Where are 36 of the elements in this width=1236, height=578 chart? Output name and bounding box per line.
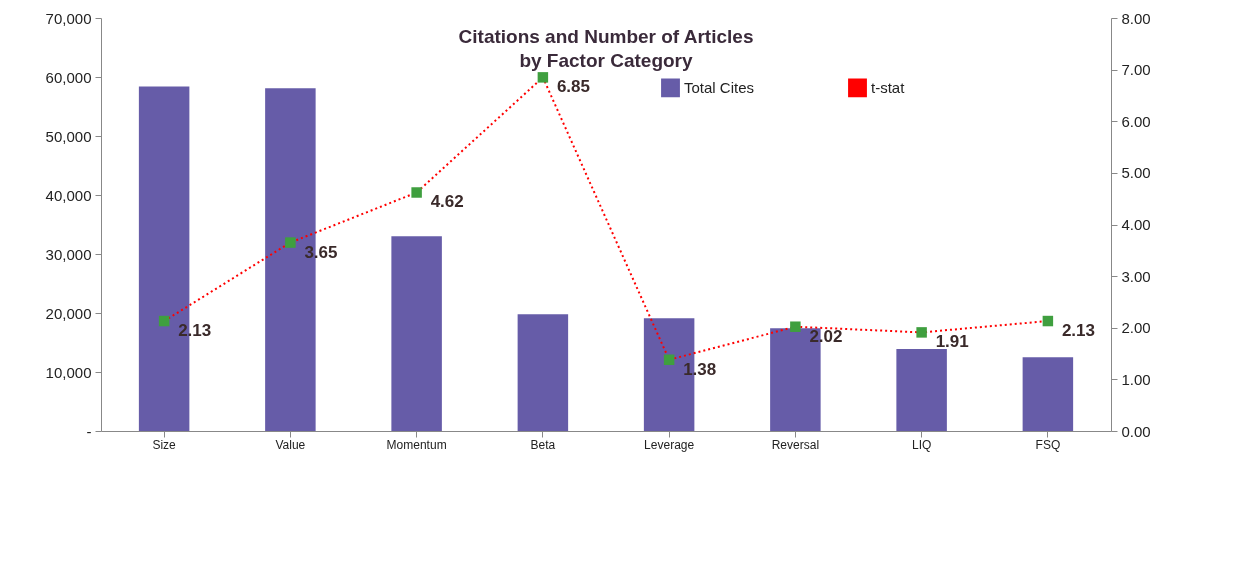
bar — [391, 236, 442, 431]
x-tick-label: Momentum — [386, 437, 447, 452]
y-tick-label: 50,000 — [45, 127, 92, 145]
y2-tick-label: 8.00 — [1121, 9, 1151, 27]
y-tick-label: 10,000 — [45, 363, 92, 381]
text: Citations and Number of Articles by Factor Category — [458, 26, 754, 71]
y2-tick-label: 2.00 — [1121, 319, 1151, 337]
legend-label: Total Cites — [684, 78, 755, 96]
legend-label: t-stat — [871, 78, 906, 96]
bar — [1022, 357, 1074, 431]
y2-tick-label: 6.00 — [1121, 112, 1151, 130]
x-tick-label: Value — [275, 437, 306, 452]
y2-tick-label: 0.00 — [1121, 422, 1151, 440]
bar — [517, 314, 569, 431]
data-label: 1.91 — [935, 332, 969, 352]
x-tick-label: Beta — [530, 437, 556, 452]
y2-tick-label: 7.00 — [1121, 61, 1151, 79]
y2-tick-label: 1.00 — [1121, 370, 1151, 388]
x-tick-label: Size — [152, 437, 177, 452]
y-tick-label: 60,000 — [45, 68, 92, 86]
y-tick-label: 20,000 — [45, 304, 92, 322]
data-label: 2.13 — [1061, 321, 1095, 341]
x-tick-label: Reversal — [771, 437, 820, 452]
bar — [896, 348, 947, 431]
y-tick-label: 40,000 — [45, 186, 92, 204]
y-tick-label: 70,000 — [45, 9, 92, 27]
data-label: 6.85 — [556, 77, 590, 97]
x-tick-label: FSQ — [1035, 437, 1061, 452]
y2-tick-label: 3.00 — [1121, 267, 1151, 285]
y-tick-label: - — [86, 422, 92, 440]
y-tick-label: 30,000 — [45, 245, 92, 263]
y2-tick-label: 4.00 — [1121, 216, 1151, 233]
x-tick-label: Leverage — [644, 437, 695, 452]
data-label: 4.62 — [430, 192, 464, 212]
y2-tick-label: 5.00 — [1121, 164, 1151, 182]
x-tick-label: LIQ — [911, 437, 932, 452]
